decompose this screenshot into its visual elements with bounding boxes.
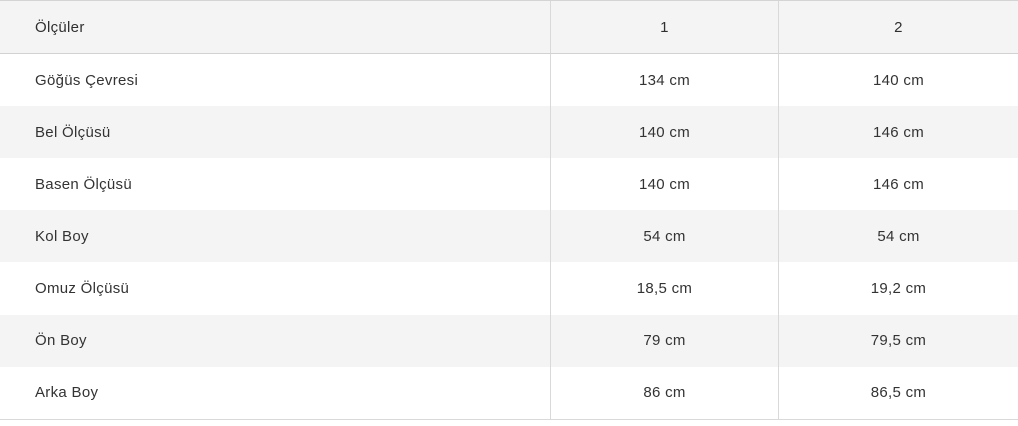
row-value-size-1: 86 cm (550, 366, 778, 419)
table-row-waist: Bel Ölçüsü 140 cm 146 cm (0, 106, 1018, 159)
header-measurements-label: Ölçüler (35, 18, 85, 36)
row-label: Kol Boy (35, 227, 89, 245)
row-value-size-2: 146 cm (778, 158, 1018, 211)
row-label: Basen Ölçüsü (35, 175, 132, 193)
row-label: Bel Ölçüsü (35, 123, 111, 141)
row-value-size-1: 140 cm (550, 106, 778, 159)
table-row-chest: Göğüs Çevresi 134 cm 140 cm (0, 54, 1018, 107)
row-value-size-1: 54 cm (550, 210, 778, 263)
row-value-size-2: 54 cm (778, 210, 1018, 263)
row-label: Göğüs Çevresi (35, 71, 139, 89)
row-value-size-1: 140 cm (550, 158, 778, 211)
header-size-1: 1 (550, 1, 778, 54)
table-row-hip: Basen Ölçüsü 140 cm 146 cm (0, 158, 1018, 211)
row-value-size-1: 18,5 cm (550, 262, 778, 315)
row-value-size-1: 134 cm (550, 54, 778, 107)
row-value-size-2: 19,2 cm (778, 262, 1018, 315)
table-header-row: Ölçüler 1 2 (0, 1, 1018, 55)
row-value-size-2: 146 cm (778, 106, 1018, 159)
row-label: Arka Boy (35, 384, 99, 402)
table-row-sleeve: Kol Boy 54 cm 54 cm (0, 210, 1018, 263)
row-value-size-2: 140 cm (778, 54, 1018, 107)
row-value-size-2: 79,5 cm (778, 314, 1018, 367)
table-row-shoulder: Omuz Ölçüsü 18,5 cm 19,2 cm (0, 262, 1018, 315)
table-row-back-length: Arka Boy 86 cm 86,5 cm (0, 366, 1018, 419)
header-size-2: 2 (778, 1, 1018, 54)
table-row-front-length: Ön Boy 79 cm 79,5 cm (0, 314, 1018, 367)
row-value-size-1: 79 cm (550, 314, 778, 367)
row-value-size-2: 86,5 cm (778, 366, 1018, 419)
row-label: Omuz Ölçüsü (35, 280, 130, 298)
row-label: Ön Boy (35, 332, 87, 350)
